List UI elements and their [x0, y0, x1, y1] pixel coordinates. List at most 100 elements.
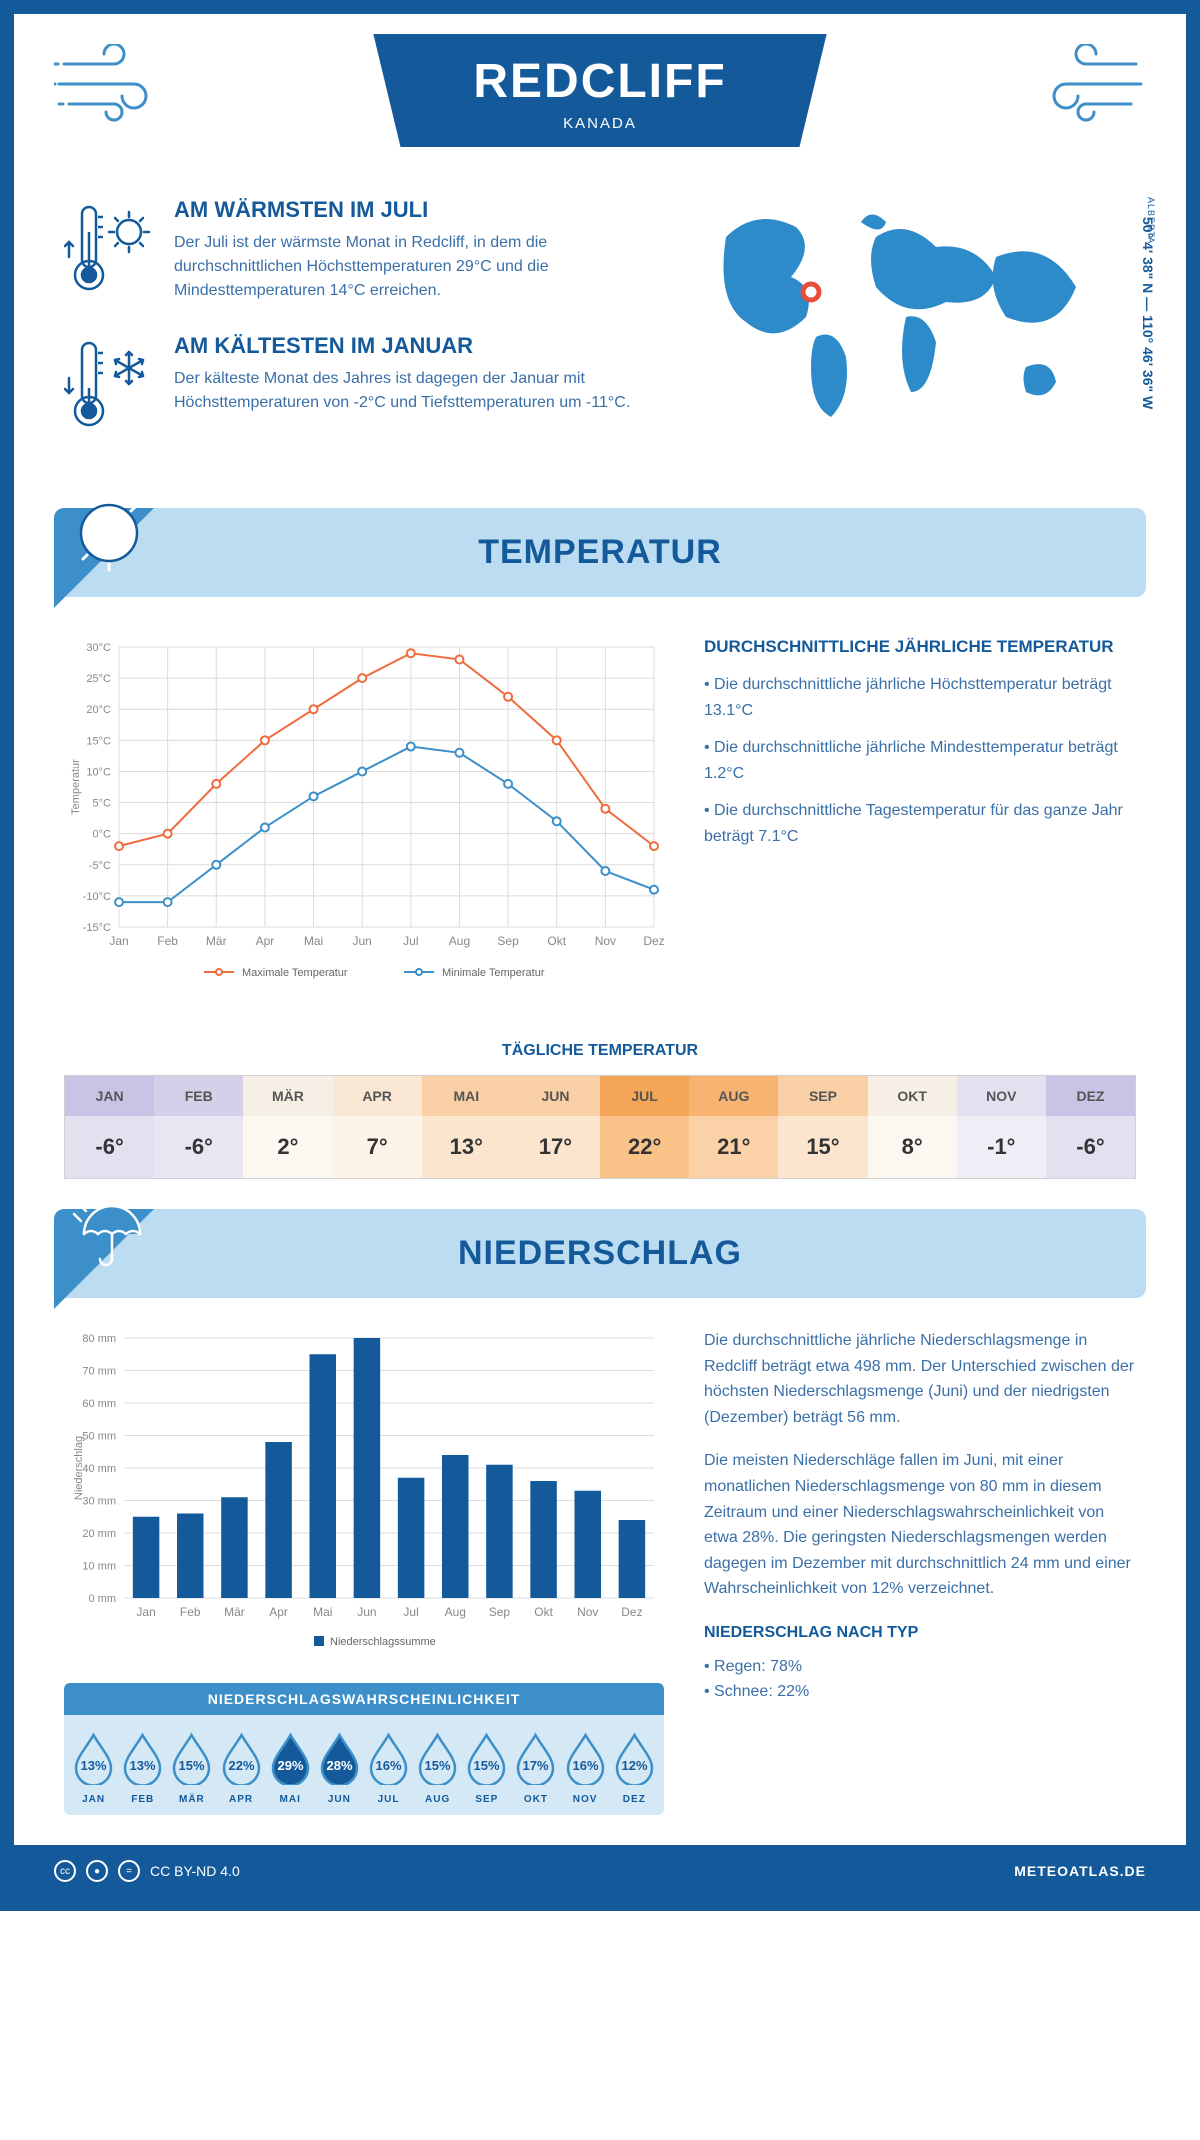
probability-drop: 15%SEP	[464, 1730, 509, 1805]
precipitation-description: Die durchschnittliche jährliche Niedersc…	[704, 1328, 1136, 1815]
precipitation-left-column: 0 mm10 mm20 mm30 mm40 mm50 mm60 mm70 mm8…	[64, 1328, 664, 1815]
svg-text:22%: 22%	[228, 1758, 254, 1773]
svg-text:Sep: Sep	[497, 934, 519, 948]
temp-cell: SEP15°	[778, 1076, 867, 1178]
sun-icon	[69, 493, 149, 578]
site-name: METEOATLAS.DE	[1014, 1863, 1146, 1879]
svg-text:Aug: Aug	[449, 934, 470, 948]
precipitation-content: 0 mm10 mm20 mm30 mm40 mm50 mm60 mm70 mm8…	[14, 1308, 1186, 1845]
svg-text:Mär: Mär	[224, 1605, 245, 1619]
svg-text:29%: 29%	[277, 1758, 303, 1773]
by-icon: ●	[86, 1860, 108, 1882]
temp-bullet: • Die durchschnittliche Tagestemperatur …	[704, 798, 1136, 849]
prob-row: 13%JAN13%FEB15%MÄR22%APR29%MAI28%JUN16%J…	[64, 1715, 664, 1815]
svg-text:16%: 16%	[376, 1758, 402, 1773]
coldest-title: AM KÄLTESTEN IM JANUAR	[174, 333, 646, 359]
svg-text:12%: 12%	[621, 1758, 647, 1773]
daily-temp-title: TÄGLICHE TEMPERATUR	[14, 1042, 1186, 1060]
svg-text:Minimale Temperatur: Minimale Temperatur	[442, 967, 545, 979]
temperature-description: DURCHSCHNITTLICHE JÄHRLICHE TEMPERATUR •…	[704, 637, 1136, 1002]
svg-text:-5°C: -5°C	[89, 860, 111, 872]
svg-text:10 mm: 10 mm	[82, 1561, 116, 1573]
svg-text:Jun: Jun	[357, 1605, 376, 1619]
precipitation-section-header: NIEDERSCHLAG	[54, 1209, 1146, 1298]
svg-text:Dez: Dez	[643, 934, 664, 948]
probability-drop: 17%OKT	[513, 1730, 558, 1805]
temp-cell: OKT8°	[868, 1076, 957, 1178]
precip-type: • Schnee: 22%	[704, 1679, 1136, 1705]
svg-text:20 mm: 20 mm	[82, 1528, 116, 1540]
svg-text:15%: 15%	[474, 1758, 500, 1773]
svg-text:Dez: Dez	[621, 1605, 642, 1619]
daily-temp-table: JAN-6°FEB-6°MÄR2°APR7°MAI13°JUN17°JUL22°…	[64, 1075, 1136, 1179]
svg-text:Jan: Jan	[136, 1605, 155, 1619]
svg-text:-15°C: -15°C	[83, 922, 111, 934]
svg-text:-10°C: -10°C	[83, 891, 111, 903]
intro-section: AM WÄRMSTEN IM JULI Der Juli ist der wär…	[14, 177, 1186, 498]
umbrella-icon	[69, 1194, 149, 1279]
probability-drop: 12%DEZ	[612, 1730, 657, 1805]
precip-para: Die meisten Niederschläge fallen im Juni…	[704, 1448, 1136, 1602]
svg-text:Apr: Apr	[256, 934, 275, 948]
license-info: cc ● = CC BY-ND 4.0	[54, 1860, 240, 1882]
probability-drop: 13%FEB	[120, 1730, 165, 1805]
svg-text:13%: 13%	[81, 1758, 107, 1773]
cc-icon: cc	[54, 1860, 76, 1882]
temperature-chart-row: -15°C-10°C-5°C0°C5°C10°C15°C20°C25°C30°C…	[14, 607, 1186, 1022]
svg-text:0°C: 0°C	[93, 829, 112, 841]
svg-text:Niederschlagssumme: Niederschlagssumme	[330, 1636, 436, 1648]
intro-text-column: AM WÄRMSTEN IM JULI Der Juli ist der wär…	[64, 197, 646, 468]
svg-text:30 mm: 30 mm	[82, 1496, 116, 1508]
svg-text:Sep: Sep	[489, 1605, 511, 1619]
temp-cell: JUL22°	[600, 1076, 689, 1178]
probability-drop: 28%JUN	[317, 1730, 362, 1805]
temp-cell: JUN17°	[511, 1076, 600, 1178]
prob-title: NIEDERSCHLAGSWAHRSCHEINLICHKEIT	[64, 1683, 664, 1715]
svg-text:Jul: Jul	[403, 934, 418, 948]
temp-cell: FEB-6°	[154, 1076, 243, 1178]
svg-text:Maximale Temperatur: Maximale Temperatur	[242, 967, 348, 979]
svg-text:Mai: Mai	[304, 934, 323, 948]
svg-text:0 mm: 0 mm	[89, 1593, 117, 1605]
probability-drop: 29%MAI	[268, 1730, 313, 1805]
title-ribbon: REDCLIFF KANADA	[373, 34, 826, 147]
temperature-heading: TEMPERATUR	[74, 533, 1126, 572]
temp-cell: APR7°	[333, 1076, 422, 1178]
country-name: KANADA	[473, 115, 726, 132]
header: REDCLIFF KANADA	[14, 14, 1186, 177]
warmest-block: AM WÄRMSTEN IM JULI Der Juli ist der wär…	[64, 197, 646, 303]
temperature-section-header: TEMPERATUR	[54, 508, 1146, 597]
svg-text:10°C: 10°C	[86, 766, 111, 778]
svg-text:5°C: 5°C	[93, 798, 112, 810]
svg-text:25°C: 25°C	[86, 673, 111, 685]
precipitation-bar-chart: 0 mm10 mm20 mm30 mm40 mm50 mm60 mm70 mm8…	[64, 1328, 664, 1658]
temp-cell: NOV-1°	[957, 1076, 1046, 1178]
temp-cell: AUG21°	[689, 1076, 778, 1178]
svg-text:16%: 16%	[572, 1758, 598, 1773]
svg-text:15°C: 15°C	[86, 735, 111, 747]
warmest-title: AM WÄRMSTEN IM JULI	[174, 197, 646, 223]
temperature-line-chart: -15°C-10°C-5°C0°C5°C10°C15°C20°C25°C30°C…	[64, 637, 664, 1002]
temp-cell: JAN-6°	[65, 1076, 154, 1178]
svg-text:Feb: Feb	[157, 934, 178, 948]
temp-desc-title: DURCHSCHNITTLICHE JÄHRLICHE TEMPERATUR	[704, 637, 1136, 657]
svg-text:60 mm: 60 mm	[82, 1398, 116, 1410]
temp-bullet: • Die durchschnittliche jährliche Mindes…	[704, 735, 1136, 786]
probability-drop: 15%MÄR	[169, 1730, 214, 1805]
svg-text:Nov: Nov	[595, 934, 616, 948]
precipitation-heading: NIEDERSCHLAG	[74, 1234, 1126, 1273]
precipitation-probability-box: NIEDERSCHLAGSWAHRSCHEINLICHKEIT 13%JAN13…	[64, 1683, 664, 1815]
thermometer-snow-icon	[64, 333, 154, 438]
svg-text:80 mm: 80 mm	[82, 1333, 116, 1345]
license-text: CC BY-ND 4.0	[150, 1863, 240, 1879]
svg-text:Nov: Nov	[577, 1605, 598, 1619]
footer: cc ● = CC BY-ND 4.0 METEOATLAS.DE	[14, 1845, 1186, 1897]
probability-drop: 16%NOV	[563, 1730, 608, 1805]
svg-text:Mai: Mai	[313, 1605, 332, 1619]
svg-text:Okt: Okt	[534, 1605, 553, 1619]
world-map: ALBERTA 50° 4' 38" N — 110° 46' 36" W	[686, 197, 1136, 468]
thermometer-sun-icon	[64, 197, 154, 303]
wind-icon	[54, 44, 174, 129]
svg-text:70 mm: 70 mm	[82, 1366, 116, 1378]
coords-label: 50° 4' 38" N — 110° 46' 36" W	[1140, 217, 1156, 409]
